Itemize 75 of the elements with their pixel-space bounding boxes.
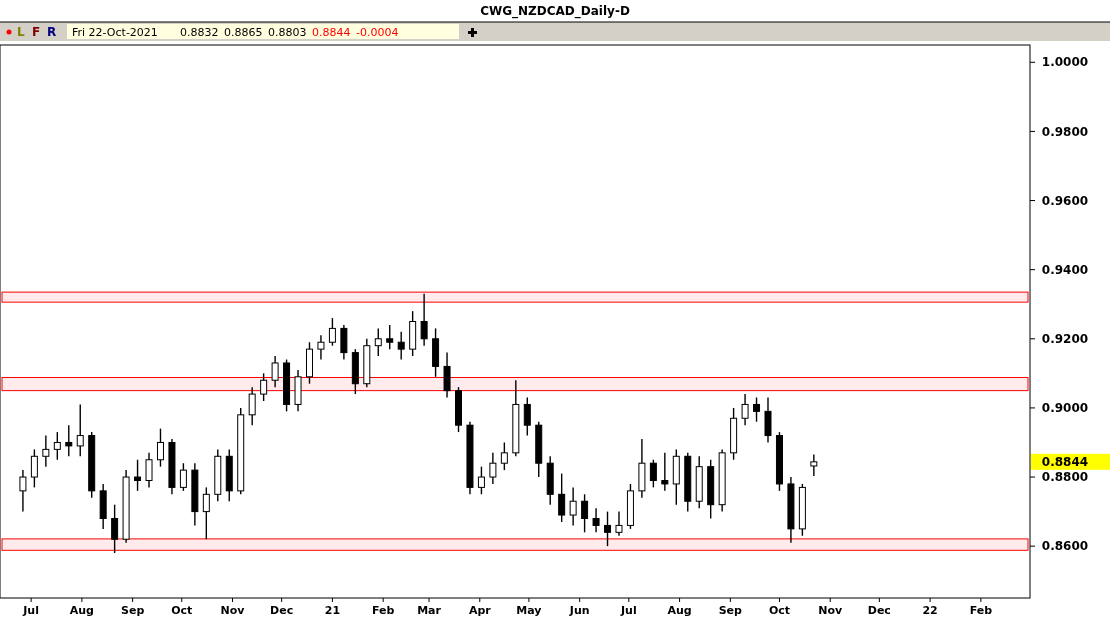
x-tick-label: 21 bbox=[324, 604, 341, 617]
y-tick-label: 0.9000 bbox=[1041, 401, 1089, 416]
candlestick bbox=[30, 448, 38, 489]
candlestick bbox=[615, 510, 623, 537]
candlestick bbox=[328, 317, 336, 347]
x-tick-label: Aug bbox=[667, 604, 692, 617]
x-tick-label: Oct bbox=[768, 604, 791, 617]
text: 0.8844 bbox=[312, 26, 351, 39]
candlestick bbox=[111, 503, 119, 554]
x-tick-label: Nov bbox=[818, 604, 844, 617]
candlestick bbox=[179, 462, 187, 492]
y-tick-label: 0.9800 bbox=[1041, 124, 1089, 139]
x-tick-label: Sep bbox=[718, 604, 743, 617]
candlestick bbox=[202, 486, 210, 540]
text: 0.8832 bbox=[180, 26, 219, 39]
candlestick bbox=[19, 469, 27, 513]
candlestick bbox=[53, 431, 61, 461]
candlestick bbox=[386, 324, 394, 350]
x-tick-label: Sep bbox=[121, 604, 145, 617]
x-tick-label: Aug bbox=[69, 604, 94, 617]
text: -0.0004 bbox=[356, 26, 399, 39]
candlestick bbox=[374, 327, 382, 357]
candlestick bbox=[661, 452, 669, 492]
candlestick bbox=[500, 441, 508, 471]
x-tick-label: Dec bbox=[270, 604, 294, 617]
text: R bbox=[47, 25, 57, 39]
x-tick-label: Feb bbox=[969, 604, 993, 617]
x-tick-label: Jun bbox=[568, 604, 590, 617]
x-tick-label: Dec bbox=[867, 604, 891, 617]
y-tick-label: 0.9400 bbox=[1041, 262, 1089, 277]
candlestick bbox=[134, 459, 142, 492]
y-tick-label: 1.0000 bbox=[1041, 55, 1089, 70]
text: Fri 22-Oct-2021 bbox=[72, 26, 158, 39]
x-tick-label: Mar bbox=[417, 604, 442, 617]
candlestick bbox=[76, 403, 84, 457]
candlestick bbox=[592, 507, 600, 534]
x-tick-label: Jul bbox=[619, 604, 637, 617]
candlestick bbox=[42, 434, 50, 468]
candlestick bbox=[558, 472, 566, 523]
text: 0.8865 bbox=[224, 26, 263, 39]
x-tick-label: Feb bbox=[371, 604, 395, 617]
candlestick bbox=[581, 493, 589, 534]
candlestick bbox=[741, 393, 749, 426]
text: F bbox=[32, 25, 41, 39]
candlestick bbox=[271, 355, 279, 388]
x-tick-label: Oct bbox=[171, 604, 193, 617]
chart-title: CWG_NZDCAD_Daily-D bbox=[480, 4, 630, 19]
candlestick bbox=[489, 452, 497, 485]
candlestick bbox=[156, 427, 164, 468]
candlestick bbox=[65, 424, 73, 457]
candlestick bbox=[523, 396, 531, 437]
x-tick-label: May bbox=[516, 604, 542, 617]
candlestick bbox=[145, 452, 153, 489]
candlestick bbox=[317, 334, 325, 361]
candlestick bbox=[248, 386, 256, 426]
text: 0.8844 bbox=[1041, 455, 1089, 470]
candlestick bbox=[420, 293, 428, 347]
y-tick-label: 0.9600 bbox=[1041, 193, 1089, 208]
y-tick-label: 0.9200 bbox=[1041, 331, 1089, 346]
candlestick bbox=[649, 459, 657, 489]
candlestick bbox=[753, 396, 761, 423]
text: 0.8803 bbox=[268, 26, 307, 39]
x-tick-label: Apr bbox=[468, 604, 492, 617]
text: L bbox=[17, 25, 25, 39]
x-tick-label: 22 bbox=[922, 604, 938, 617]
x-tick-label: Nov bbox=[220, 604, 246, 617]
candlestick bbox=[397, 331, 405, 361]
candlestick bbox=[260, 372, 268, 402]
candlestick bbox=[810, 453, 818, 477]
y-tick-label: 0.8600 bbox=[1041, 539, 1089, 554]
candlestick bbox=[604, 510, 612, 547]
candlestick bbox=[477, 465, 485, 496]
y-tick-label: 0.8800 bbox=[1041, 470, 1089, 485]
x-tick-label: Jul bbox=[22, 604, 39, 617]
candlestick bbox=[569, 486, 577, 527]
